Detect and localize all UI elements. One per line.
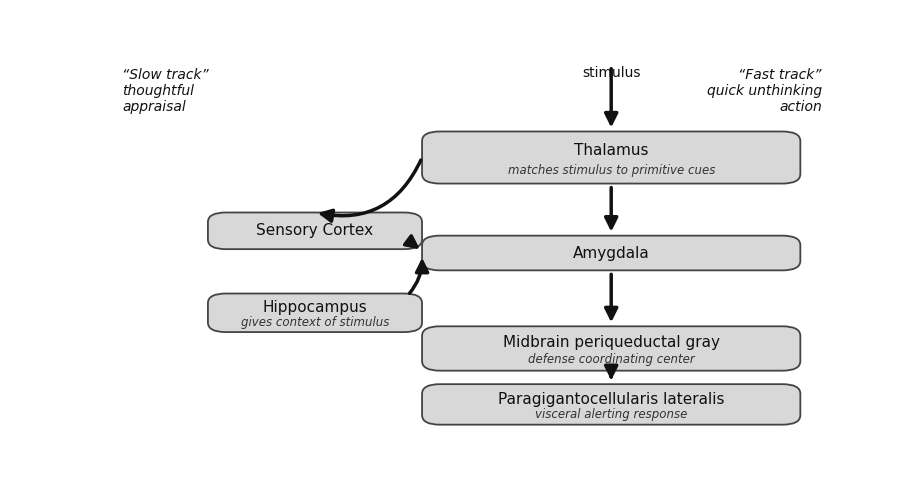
- FancyBboxPatch shape: [422, 235, 800, 271]
- Text: Midbrain periqueductal gray: Midbrain periqueductal gray: [503, 335, 719, 350]
- FancyBboxPatch shape: [422, 131, 800, 183]
- Text: stimulus: stimulus: [582, 66, 640, 80]
- FancyBboxPatch shape: [422, 384, 800, 425]
- Text: “Slow track”
thoughtful
appraisal: “Slow track” thoughtful appraisal: [122, 68, 209, 114]
- Text: Amygdala: Amygdala: [573, 245, 649, 261]
- Text: Thalamus: Thalamus: [574, 143, 648, 158]
- Text: Sensory Cortex: Sensory Cortex: [256, 223, 374, 238]
- Text: Hippocampus: Hippocampus: [262, 300, 367, 315]
- Text: “Fast track”
quick unthinking
action: “Fast track” quick unthinking action: [706, 68, 822, 114]
- FancyBboxPatch shape: [208, 212, 422, 249]
- Text: gives context of stimulus: gives context of stimulus: [240, 316, 390, 329]
- FancyBboxPatch shape: [208, 294, 422, 332]
- FancyBboxPatch shape: [422, 326, 800, 371]
- Text: matches stimulus to primitive cues: matches stimulus to primitive cues: [507, 164, 715, 177]
- Text: defense coordinating center: defense coordinating center: [528, 353, 694, 366]
- Text: visceral alerting response: visceral alerting response: [535, 408, 687, 421]
- Text: Paragigantocellularis lateralis: Paragigantocellularis lateralis: [498, 392, 725, 407]
